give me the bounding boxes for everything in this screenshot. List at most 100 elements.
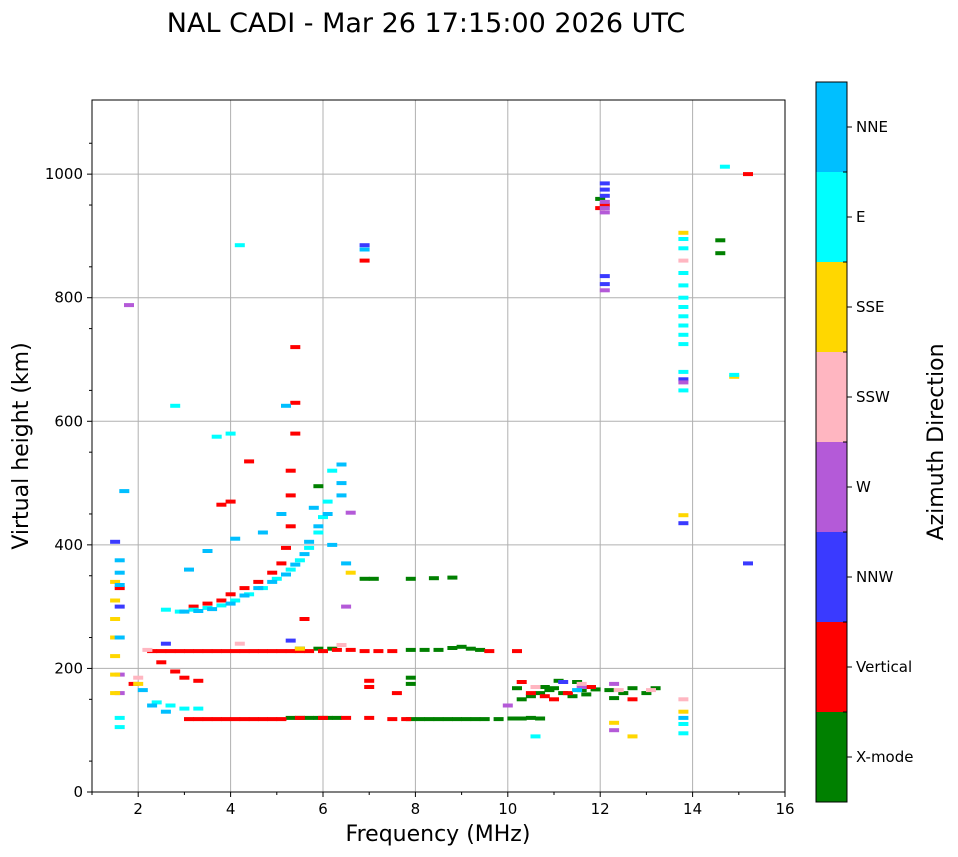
colorbar-segment — [816, 622, 847, 712]
colorbar-segment — [816, 532, 847, 622]
y-tick-label: 200 — [54, 659, 83, 677]
data-point-nnw — [285, 638, 296, 643]
data-point-nne — [239, 593, 250, 598]
data-point-vertical — [184, 649, 194, 654]
data-point-vertical — [285, 649, 296, 654]
data-point-vertical — [290, 400, 301, 405]
data-point-x-mode — [304, 715, 315, 720]
data-point-vertical — [364, 715, 375, 720]
data-point-nnw — [599, 282, 610, 287]
x-tick-label: 6 — [318, 800, 328, 818]
data-point-nne — [207, 607, 218, 612]
x-tick-label: 10 — [498, 800, 517, 818]
colorbar-label: SSE — [856, 298, 885, 316]
data-point-vertical — [239, 717, 250, 722]
colorbar-segment — [816, 82, 847, 172]
data-point-vertical — [276, 561, 287, 566]
data-point-vertical — [202, 717, 213, 722]
data-point-vertical — [193, 717, 204, 722]
data-point-x-mode — [627, 686, 638, 691]
data-point-x-mode — [604, 688, 615, 693]
data-point-nne — [336, 462, 347, 467]
data-point-nne — [267, 579, 278, 584]
x-tick-label: 16 — [775, 800, 794, 818]
data-point-e — [313, 530, 324, 535]
data-point-w — [609, 728, 620, 733]
data-point-nnw — [599, 181, 610, 186]
data-point-x-mode — [415, 717, 425, 722]
data-point-x-mode — [368, 576, 379, 581]
data-point-nnw — [359, 243, 370, 248]
data-point-vertical — [248, 717, 259, 722]
data-point-vertical — [627, 697, 638, 702]
data-point-x-mode — [618, 691, 629, 696]
data-point-ssw — [646, 688, 656, 693]
colorbar-label: Vertical — [856, 658, 912, 676]
colorbar-segment — [816, 172, 847, 262]
data-point-nne — [313, 524, 324, 529]
data-point-sse — [294, 646, 305, 651]
data-point-sse — [345, 570, 356, 575]
data-point-sse — [133, 681, 144, 686]
data-point-sse — [110, 672, 121, 677]
data-point-vertical — [525, 691, 536, 696]
data-point-x-mode — [507, 716, 518, 721]
data-point-nne — [341, 561, 352, 566]
data-point-x-mode — [479, 717, 490, 722]
data-point-x-mode — [285, 715, 296, 720]
data-point-e — [719, 164, 730, 169]
data-point-ssw — [678, 258, 689, 263]
data-point-nne — [336, 493, 347, 498]
data-point-e — [114, 715, 125, 720]
data-point-vertical — [364, 685, 375, 689]
x-tick-label: 4 — [226, 800, 236, 818]
data-point-vertical — [225, 592, 236, 597]
data-point-x-mode — [447, 575, 458, 580]
data-point-x-mode — [447, 646, 458, 650]
data-point-x-mode — [424, 717, 435, 722]
data-point-nnw — [599, 187, 610, 192]
data-point-x-mode — [567, 694, 578, 699]
data-point-e — [318, 515, 328, 520]
data-point-nne — [179, 609, 190, 614]
data-point-w — [609, 681, 620, 686]
data-point-x-mode — [516, 716, 527, 721]
data-point-vertical — [211, 717, 222, 722]
data-point-e — [160, 607, 171, 612]
data-point-vertical — [743, 172, 753, 177]
data-point-nne — [225, 601, 236, 606]
data-point-vertical — [211, 649, 222, 654]
colorbar-label: NNE — [856, 118, 888, 136]
data-point-e — [327, 468, 338, 473]
data-point-e — [530, 734, 541, 739]
data-point-e — [225, 431, 236, 436]
data-point-ssw — [133, 675, 144, 680]
data-point-nnw — [599, 274, 610, 279]
data-point-sse — [110, 617, 121, 621]
data-point-e — [165, 703, 176, 708]
data-point-x-mode — [539, 685, 550, 689]
data-point-vertical — [188, 604, 199, 609]
data-point-w — [576, 685, 587, 689]
x-tick-label: 8 — [411, 800, 421, 818]
data-point-e — [678, 295, 689, 300]
data-point-vertical — [193, 649, 204, 654]
data-point-e — [211, 434, 222, 439]
data-point-vertical — [225, 499, 236, 504]
data-point-vertical — [285, 468, 296, 473]
data-point-nne — [257, 530, 268, 535]
data-point-vertical — [539, 694, 550, 699]
data-point-nnw — [599, 193, 610, 198]
data-point-e — [170, 403, 181, 408]
data-point-vertical — [359, 649, 370, 654]
data-point-w — [599, 288, 610, 293]
data-point-vertical — [170, 669, 181, 674]
grid-lines — [92, 100, 786, 793]
colorbar-segment — [816, 352, 847, 442]
data-point-e — [678, 283, 689, 288]
data-point-x-mode — [535, 716, 546, 721]
data-point-nne — [193, 609, 204, 613]
colorbar-segment — [816, 262, 847, 352]
data-point-x-mode — [442, 717, 453, 722]
data-point-e — [678, 722, 689, 726]
